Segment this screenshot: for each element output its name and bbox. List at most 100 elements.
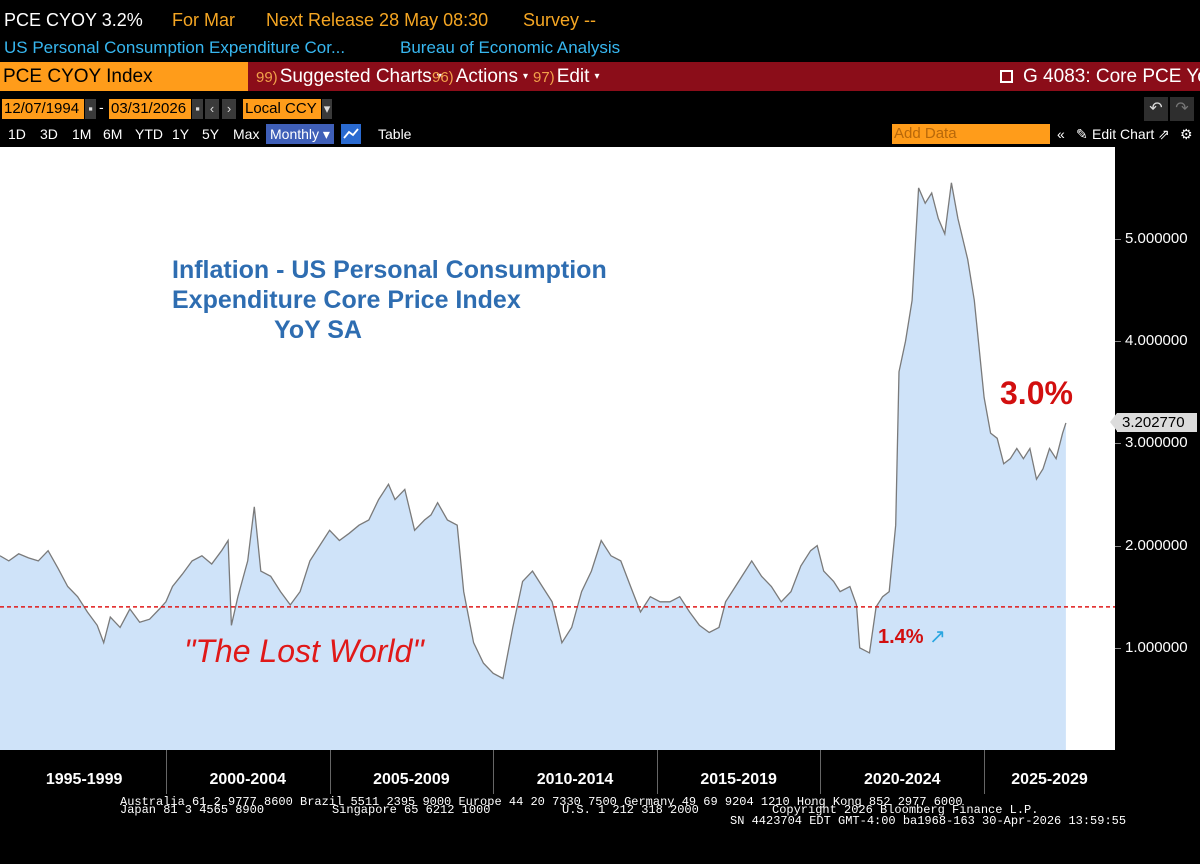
x-separator: [165, 750, 167, 795]
chart-id-label: G 4083: Core PCE YoY: [1023, 66, 1200, 87]
x-tick-label: 2005-2009: [373, 771, 450, 788]
caret-down-icon: ▾: [322, 126, 330, 142]
period-1d[interactable]: 1D: [8, 126, 26, 142]
footer-copyright: Copyright 2026 Bloomberg Finance L.P.: [772, 803, 1039, 817]
y-tick-label: 5.000000: [1125, 229, 1188, 247]
security-name[interactable]: US Personal Consumption Expenditure Cor.…: [4, 38, 346, 57]
chevron-right-icon[interactable]: ›: [222, 99, 236, 119]
next-release: Next Release 28 May 08:30: [266, 10, 489, 30]
footer-phones-line1: Australia 61 2 9777 8600 Brazil 5511 239…: [120, 795, 963, 809]
export-icon[interactable]: ⇗: [1158, 126, 1170, 142]
undo-icon[interactable]: ↶: [1144, 97, 1168, 121]
start-date-field[interactable]: 12/07/1994: [2, 99, 84, 119]
data-source: Bureau of Economic Analysis: [400, 38, 621, 57]
edit-menu[interactable]: 97) Edit ▾: [533, 62, 599, 91]
footer-us: U.S. 1 212 318 2000: [562, 803, 699, 817]
date-range-bar: 12/07/1994 ▪ - 03/31/2026 ▪ ‹ › Local CC…: [0, 97, 1200, 121]
period-max[interactable]: Max: [233, 126, 260, 142]
y-tick: [1115, 545, 1121, 547]
x-tick-label: 2020-2024: [864, 771, 941, 788]
y-tick: [1115, 443, 1121, 445]
chart-id[interactable]: G 4083: Core PCE YoY: [1000, 62, 1200, 91]
caret-down-icon: ▾: [523, 71, 529, 83]
y-tick: [1115, 647, 1121, 649]
suggested-charts-number: 99): [256, 69, 278, 86]
actions-number: 96): [432, 69, 454, 86]
ticker-field[interactable]: PCE CYOY Index: [0, 62, 248, 91]
period-6m[interactable]: 6M: [103, 126, 123, 142]
edit-label: Edit: [556, 66, 590, 87]
external-link-icon: [1000, 70, 1013, 83]
y-tick-label: 1.000000: [1125, 638, 1188, 656]
period-5y[interactable]: 5Y: [202, 126, 220, 142]
y-tick-label: 3.000000: [1125, 434, 1188, 452]
x-separator: [984, 750, 986, 795]
period-bar: 1D 3D 1M 6M YTD 1Y 5Y Max Monthly ▾ Tabl…: [0, 123, 1200, 145]
calendar-icon[interactable]: ▪: [192, 99, 203, 119]
x-tick-label: 1995-1999: [45, 771, 123, 788]
x-tick-label: 2000-2004: [209, 771, 286, 788]
line-chart-icon[interactable]: [341, 124, 361, 144]
redo-icon[interactable]: ↷: [1170, 97, 1194, 121]
y-tick: [1115, 341, 1121, 343]
for-period: For Mar: [172, 10, 235, 30]
title-line-1: Inflation - US Personal Consumption: [172, 256, 607, 284]
x-separator: [493, 750, 495, 795]
edit-chart-button[interactable]: Edit Chart: [1092, 126, 1155, 142]
y-tick-label: 2.000000: [1125, 536, 1188, 554]
header-line-2: US Personal Consumption Expenditure Cor.…: [0, 38, 1200, 62]
table-button[interactable]: Table: [378, 126, 412, 142]
period-1y[interactable]: 1Y: [172, 126, 190, 142]
title-line-2: Expenditure Core Price Index: [172, 286, 521, 314]
suggested-charts-label: Suggested Charts: [279, 66, 432, 87]
chart-area: 1.000000 2.000000 3.000000 4.000000 5.000000…: [0, 147, 1200, 864]
edit-number: 97): [533, 69, 555, 86]
frequency-select[interactable]: Monthly ▾: [266, 124, 334, 144]
date-separator: -: [99, 99, 104, 115]
period-1m[interactable]: 1M: [72, 126, 92, 142]
actions-label: Actions: [455, 66, 518, 87]
survey: Survey --: [523, 10, 597, 30]
command-toolbar: PCE CYOY Index 99) Suggested Charts ▾ 96) A…: [0, 62, 1200, 91]
suggested-charts-menu[interactable]: 99) Suggested Charts ▾: [256, 62, 442, 91]
series-line: [0, 182, 1067, 680]
calendar-icon[interactable]: ▪: [85, 99, 96, 119]
series-area: [0, 182, 1066, 750]
reference-value-label: 1.4%: [878, 626, 924, 648]
arrow-up-right-icon: ↗: [929, 626, 946, 648]
last-value-marker: 3.202770: [1110, 413, 1197, 433]
x-tick-label: 2025-2029: [1011, 771, 1088, 788]
actions-menu[interactable]: 96) Actions ▾: [432, 62, 528, 91]
period-ytd[interactable]: YTD: [135, 126, 163, 142]
plot-svg: [0, 182, 1115, 750]
x-separator: [656, 750, 658, 795]
caret-down-icon: ▾: [594, 71, 600, 83]
caret-down-icon: ▾: [436, 71, 442, 83]
collapse-icon[interactable]: «: [1057, 126, 1065, 142]
footer-singapore: Singapore 65 6212 1000: [332, 803, 491, 817]
chevron-down-icon[interactable]: ▾: [322, 99, 332, 119]
y-tick-label: 4.000000: [1125, 332, 1188, 350]
title-line-3: YoY SA: [274, 316, 362, 344]
lost-world-annotation: "The Lost World": [184, 633, 424, 669]
ticker-value: PCE CYOY 3.2%: [4, 10, 143, 30]
x-tick-label: 2010-2014: [536, 771, 614, 788]
footer-japan: Japan 81 3 4565 8900: [120, 803, 265, 817]
chart-title: Inflation - US Personal Consumption Expe…: [172, 255, 772, 345]
current-value-annotation: 3.0%: [1000, 375, 1073, 411]
footer-session: SN 4423704 EDT GMT-4:00 ba1968-163 30-Ap…: [730, 814, 1127, 828]
gear-icon[interactable]: ⚙: [1180, 126, 1193, 142]
frequency-label: Monthly: [270, 126, 320, 142]
end-date-field[interactable]: 03/31/2026: [109, 99, 191, 119]
header-line-1: PCE CYOY 3.2% For Mar Next Release 28 Ma…: [0, 10, 1200, 36]
chevron-left-icon[interactable]: ‹: [205, 99, 219, 119]
period-3d[interactable]: 3D: [40, 126, 58, 142]
currency-select[interactable]: Local CCY: [243, 99, 321, 119]
pencil-icon: ✎: [1076, 126, 1088, 142]
x-separator: [820, 750, 822, 795]
x-separator: [329, 750, 331, 795]
x-tick-label: 2015-2019: [700, 771, 777, 788]
y-tick: [1115, 238, 1121, 240]
add-data-input[interactable]: Add Data: [892, 124, 1050, 144]
reference-value-annotation: 1.4% ↗: [878, 624, 946, 649]
